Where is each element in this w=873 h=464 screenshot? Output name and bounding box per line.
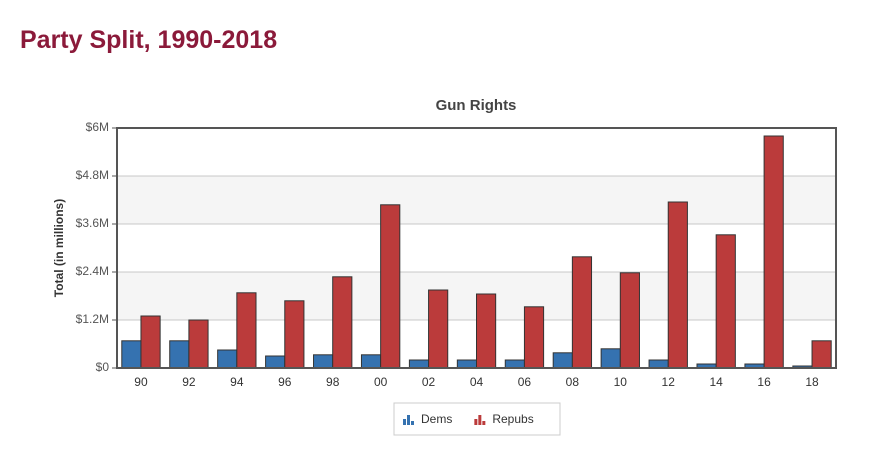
plot-border [116, 127, 837, 369]
legend-icon [478, 415, 482, 425]
bar [217, 349, 238, 369]
bar [763, 135, 784, 369]
y-axis-title: Total (in millions) [52, 199, 66, 297]
bar [456, 359, 477, 369]
bar [265, 355, 286, 369]
x-tick-label: 08 [566, 375, 580, 389]
bar [523, 306, 545, 369]
legend-label: Dems [421, 412, 452, 426]
x-tick-label: 16 [757, 375, 771, 389]
bar [715, 234, 736, 369]
x-tick-label: 12 [662, 375, 676, 389]
bar [600, 348, 621, 369]
y-tick-label: $2.4M [76, 264, 109, 278]
legend-icon [482, 421, 486, 425]
legend-icon [403, 419, 406, 425]
bar [571, 256, 593, 369]
x-tick-label: 18 [805, 375, 819, 389]
x-tick-label: 90 [134, 375, 148, 389]
bar [476, 293, 497, 369]
x-tick-label: 94 [230, 375, 244, 389]
plot-band [117, 176, 836, 224]
chart-title: Gun Rights [436, 97, 517, 114]
y-tick-label: $4.8M [76, 168, 109, 182]
legend-icon [474, 419, 478, 425]
x-axis: 90 92 94 96 98 00 02 04 06 08 10 12 14 16 18 [134, 375, 819, 389]
bar [667, 201, 688, 369]
page-title: Party Split, 1990-2018 [20, 26, 278, 54]
bar [140, 315, 161, 369]
bars [121, 135, 832, 369]
x-tick-label: 92 [182, 375, 196, 389]
bar [121, 340, 142, 369]
bar [619, 272, 640, 369]
x-tick-label: 10 [614, 375, 628, 389]
y-tick-label: $6M [86, 120, 109, 134]
y-tick-label: $1.2M [76, 312, 109, 326]
x-tick-label: 14 [709, 375, 723, 389]
bar [284, 300, 305, 369]
bar [360, 354, 382, 369]
x-tick-label: 02 [422, 375, 436, 389]
bar [811, 340, 832, 369]
bar [428, 289, 449, 369]
bar [332, 276, 353, 369]
bar [313, 354, 334, 369]
bar [380, 204, 401, 369]
bar [552, 352, 573, 369]
bar [236, 292, 257, 369]
legend-icon [407, 415, 410, 425]
legend-label: Repubs [492, 412, 533, 426]
bar [648, 359, 669, 369]
bar [408, 359, 430, 369]
x-tick-label: 98 [326, 375, 340, 389]
bar [169, 340, 190, 369]
legend-items: Dems Repubs [403, 412, 534, 426]
legend-icon [411, 421, 414, 425]
y-tick-label: $0 [96, 360, 110, 374]
x-tick-label: 00 [374, 375, 388, 389]
bar [188, 319, 209, 369]
x-tick-label: 04 [470, 375, 484, 389]
x-tick-label: 96 [278, 375, 292, 389]
bar [504, 359, 525, 369]
x-tick-label: 06 [518, 375, 532, 389]
y-tick-label: $3.6M [76, 216, 109, 230]
